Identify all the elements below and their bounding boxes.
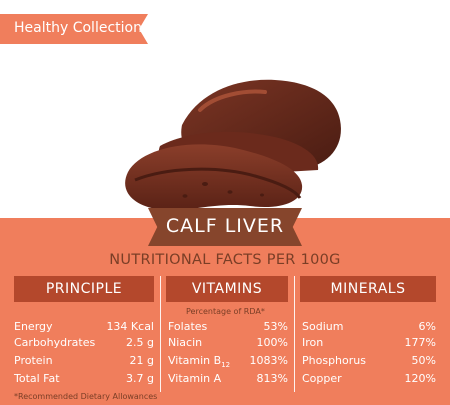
row-value: 21 g xyxy=(129,354,154,367)
row-label: Phosphorus xyxy=(302,354,366,367)
row-value: 3.7 g xyxy=(126,372,154,385)
row-value: 120% xyxy=(404,372,436,385)
row-value: 50% xyxy=(411,354,436,367)
minerals-header: MINERALS xyxy=(300,276,436,302)
rda-note: Percentage of RDA* xyxy=(186,307,265,316)
nutrition-subtitle: NUTRITIONAL FACTS PER 100G xyxy=(109,252,341,268)
row-label: Iron xyxy=(302,336,324,349)
row-value: 177% xyxy=(404,336,436,349)
row-label: Copper xyxy=(302,372,342,385)
row-value: 53% xyxy=(263,320,288,333)
product-title-band: CALF LIVER xyxy=(148,208,302,246)
calf-liver-illustration xyxy=(125,79,341,211)
row-label: Vitamin A xyxy=(168,372,222,385)
row-label: Folates xyxy=(168,320,208,333)
liver-front-edge xyxy=(134,167,302,199)
principle-header: PRINCIPLE xyxy=(14,276,154,302)
row-label: Total Fat xyxy=(14,372,60,385)
row-label: Vitamin B12 xyxy=(168,354,230,369)
row-value: 1083% xyxy=(249,354,288,367)
vitamins-header: VITAMINS xyxy=(166,276,288,302)
healthy-collection-ribbon: Healthy Collection xyxy=(0,14,148,44)
liver-back-highlight xyxy=(198,89,267,112)
row-value: 6% xyxy=(418,320,436,333)
row-label: Energy xyxy=(14,320,53,333)
row-label: Protein xyxy=(14,354,53,367)
column-divider xyxy=(160,276,161,392)
row-label-subscript: 12 xyxy=(221,361,231,370)
column-divider xyxy=(294,276,295,392)
row-value: 134 Kcal xyxy=(106,320,154,333)
nutrition-panel xyxy=(0,218,450,405)
row-label-text: Vitamin B xyxy=(168,354,222,367)
row-value: 100% xyxy=(256,336,288,349)
row-label: Sodium xyxy=(302,320,344,333)
rda-footnote: *Recommended Dietary Allowances xyxy=(14,392,158,401)
ribbon-label: Healthy Collection xyxy=(14,20,142,36)
liver-front-slice xyxy=(125,144,303,211)
product-title: CALF LIVER xyxy=(165,215,285,237)
row-value: 813% xyxy=(256,372,288,385)
row-value: 2.5 g xyxy=(126,336,154,349)
row-label: Niacin xyxy=(168,336,203,349)
row-label: Carbohydrates xyxy=(14,336,96,349)
